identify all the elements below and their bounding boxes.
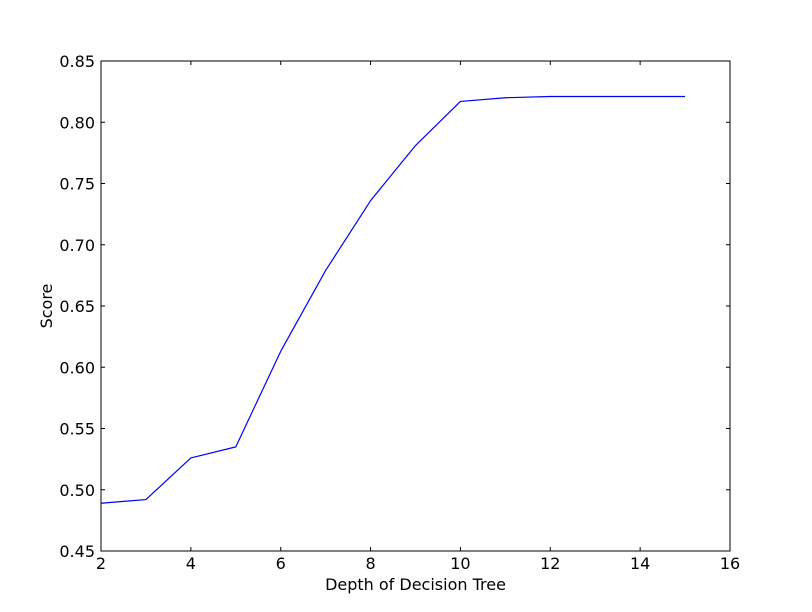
x-tick-label: 6 [276, 554, 286, 573]
y-tick-label: 0.50 [59, 481, 95, 500]
y-tick-label: 0.80 [59, 113, 95, 132]
plot-layer [100, 95, 686, 504]
tick-layer: 2 4 6 8 10 12 14 16 0.45 0.50 0.55 0.60 0.65 0.70 0.75… [59, 52, 740, 573]
y-axis-label: Score [37, 284, 56, 329]
x-tick-label: 12 [540, 554, 560, 573]
x-tick-label: 16 [720, 554, 740, 573]
plot-frame [100, 60, 731, 552]
y-tick-label: 0.75 [59, 175, 95, 194]
y-tick-label: 0.55 [59, 420, 95, 439]
series-line [100, 95, 686, 504]
x-tick-label: 8 [365, 554, 375, 573]
x-tick-label: 2 [96, 554, 106, 573]
y-tick-label: 0.45 [59, 542, 95, 561]
x-tick-label: 14 [630, 554, 650, 573]
y-tick-label: 0.65 [59, 297, 95, 316]
x-axis-label: Depth of Decision Tree [325, 575, 506, 594]
x-tick-label: 4 [186, 554, 196, 573]
y-tick-label: 0.60 [59, 358, 95, 377]
x-tick-label: 10 [450, 554, 470, 573]
y-tick-label: 0.85 [59, 52, 95, 71]
y-tick-label: 0.70 [59, 236, 95, 255]
